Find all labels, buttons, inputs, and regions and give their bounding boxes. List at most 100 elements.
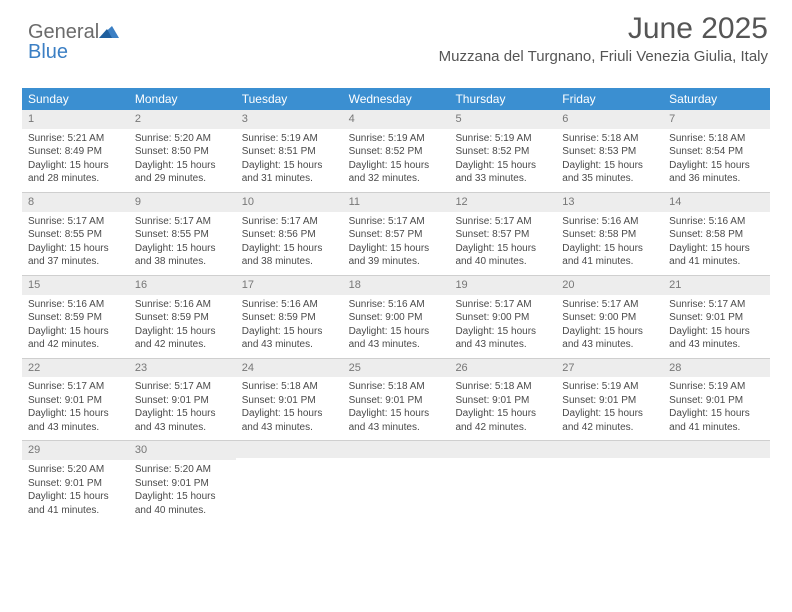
calendar-cell: 2Sunrise: 5:20 AMSunset: 8:50 PMDaylight… (129, 110, 236, 192)
calendar-cell: 9Sunrise: 5:17 AMSunset: 8:55 PMDaylight… (129, 192, 236, 275)
daylight-line2: and 43 minutes. (135, 421, 232, 435)
calendar-cell: 27Sunrise: 5:19 AMSunset: 9:01 PMDayligh… (556, 358, 663, 441)
daylight-line2: and 32 minutes. (349, 172, 446, 186)
daylight-line1: Daylight: 15 hours (349, 325, 446, 339)
daylight-line2: and 28 minutes. (28, 172, 125, 186)
cell-body: Sunrise: 5:18 AMSunset: 8:54 PMDaylight:… (663, 129, 770, 192)
daylight-line2: and 43 minutes. (349, 338, 446, 352)
sunrise-text: Sunrise: 5:17 AM (562, 298, 659, 312)
day-number: 6 (556, 110, 663, 129)
sunset-text: Sunset: 8:56 PM (242, 228, 339, 242)
daylight-line1: Daylight: 15 hours (242, 242, 339, 256)
sunset-text: Sunset: 8:51 PM (242, 145, 339, 159)
daylight-line2: and 38 minutes. (242, 255, 339, 269)
daylight-line2: and 43 minutes. (455, 338, 552, 352)
calendar-cell: 18Sunrise: 5:16 AMSunset: 9:00 PMDayligh… (343, 275, 450, 358)
sunset-text: Sunset: 8:55 PM (28, 228, 125, 242)
cell-body: Sunrise: 5:16 AMSunset: 8:59 PMDaylight:… (22, 295, 129, 358)
daylight-line1: Daylight: 15 hours (455, 407, 552, 421)
calendar-cell: 13Sunrise: 5:16 AMSunset: 8:58 PMDayligh… (556, 192, 663, 275)
calendar-week: 15Sunrise: 5:16 AMSunset: 8:59 PMDayligh… (22, 275, 770, 358)
calendar-cell: 10Sunrise: 5:17 AMSunset: 8:56 PMDayligh… (236, 192, 343, 275)
cell-body: Sunrise: 5:16 AMSunset: 8:58 PMDaylight:… (663, 212, 770, 275)
cell-body: Sunrise: 5:17 AMSunset: 8:57 PMDaylight:… (343, 212, 450, 275)
day-number: 18 (343, 276, 450, 295)
calendar-cell: 19Sunrise: 5:17 AMSunset: 9:00 PMDayligh… (449, 275, 556, 358)
cell-body (449, 458, 556, 516)
calendar-cell (343, 440, 450, 523)
sunrise-text: Sunrise: 5:19 AM (242, 132, 339, 146)
sunset-text: Sunset: 8:55 PM (135, 228, 232, 242)
calendar-cell (556, 440, 663, 523)
cell-body (343, 458, 450, 516)
day-number: 16 (129, 276, 236, 295)
daylight-line1: Daylight: 15 hours (669, 159, 766, 173)
daylight-line2: and 41 minutes. (562, 255, 659, 269)
weekday-wednesday: Wednesday (343, 88, 450, 110)
sunset-text: Sunset: 9:01 PM (28, 477, 125, 491)
sunset-text: Sunset: 9:01 PM (135, 477, 232, 491)
weeks-container: 1Sunrise: 5:21 AMSunset: 8:49 PMDaylight… (22, 110, 770, 523)
weekday-thursday: Thursday (449, 88, 556, 110)
sunset-text: Sunset: 8:52 PM (349, 145, 446, 159)
sunset-text: Sunset: 8:59 PM (242, 311, 339, 325)
calendar-cell: 21Sunrise: 5:17 AMSunset: 9:01 PMDayligh… (663, 275, 770, 358)
daylight-line2: and 43 minutes. (349, 421, 446, 435)
daylight-line1: Daylight: 15 hours (135, 242, 232, 256)
cell-body: Sunrise: 5:18 AMSunset: 9:01 PMDaylight:… (449, 377, 556, 440)
daylight-line2: and 41 minutes. (28, 504, 125, 518)
calendar-cell: 7Sunrise: 5:18 AMSunset: 8:54 PMDaylight… (663, 110, 770, 192)
sunset-text: Sunset: 9:00 PM (455, 311, 552, 325)
sunset-text: Sunset: 9:01 PM (669, 311, 766, 325)
weekday-saturday: Saturday (663, 88, 770, 110)
sunset-text: Sunset: 9:01 PM (242, 394, 339, 408)
sunrise-text: Sunrise: 5:16 AM (349, 298, 446, 312)
cell-body: Sunrise: 5:17 AMSunset: 8:55 PMDaylight:… (129, 212, 236, 275)
calendar-cell: 4Sunrise: 5:19 AMSunset: 8:52 PMDaylight… (343, 110, 450, 192)
daylight-line1: Daylight: 15 hours (242, 159, 339, 173)
sunrise-text: Sunrise: 5:17 AM (349, 215, 446, 229)
daylight-line1: Daylight: 15 hours (349, 407, 446, 421)
sunrise-text: Sunrise: 5:19 AM (455, 132, 552, 146)
daylight-line2: and 43 minutes. (28, 421, 125, 435)
calendar-week: 29Sunrise: 5:20 AMSunset: 9:01 PMDayligh… (22, 440, 770, 523)
cell-body: Sunrise: 5:20 AMSunset: 8:50 PMDaylight:… (129, 129, 236, 192)
daylight-line2: and 40 minutes. (455, 255, 552, 269)
sunrise-text: Sunrise: 5:18 AM (349, 380, 446, 394)
calendar-cell: 5Sunrise: 5:19 AMSunset: 8:52 PMDaylight… (449, 110, 556, 192)
daylight-line1: Daylight: 15 hours (455, 242, 552, 256)
daylight-line2: and 41 minutes. (669, 255, 766, 269)
daylight-line1: Daylight: 15 hours (135, 490, 232, 504)
sunset-text: Sunset: 8:58 PM (562, 228, 659, 242)
sunrise-text: Sunrise: 5:19 AM (349, 132, 446, 146)
calendar-cell: 23Sunrise: 5:17 AMSunset: 9:01 PMDayligh… (129, 358, 236, 441)
sunset-text: Sunset: 8:50 PM (135, 145, 232, 159)
sunrise-text: Sunrise: 5:17 AM (455, 298, 552, 312)
day-number (343, 441, 450, 458)
day-number: 7 (663, 110, 770, 129)
calendar-cell: 24Sunrise: 5:18 AMSunset: 9:01 PMDayligh… (236, 358, 343, 441)
sunrise-text: Sunrise: 5:18 AM (669, 132, 766, 146)
calendar-cell: 28Sunrise: 5:19 AMSunset: 9:01 PMDayligh… (663, 358, 770, 441)
calendar-cell: 11Sunrise: 5:17 AMSunset: 8:57 PMDayligh… (343, 192, 450, 275)
sunrise-text: Sunrise: 5:20 AM (28, 463, 125, 477)
daylight-line2: and 42 minutes. (28, 338, 125, 352)
daylight-line2: and 39 minutes. (349, 255, 446, 269)
cell-body: Sunrise: 5:19 AMSunset: 9:01 PMDaylight:… (663, 377, 770, 440)
logo-triangle-icon (99, 22, 119, 42)
sunset-text: Sunset: 8:57 PM (349, 228, 446, 242)
daylight-line1: Daylight: 15 hours (28, 490, 125, 504)
sunrise-text: Sunrise: 5:19 AM (562, 380, 659, 394)
daylight-line1: Daylight: 15 hours (349, 242, 446, 256)
sunset-text: Sunset: 8:59 PM (28, 311, 125, 325)
cell-body: Sunrise: 5:16 AMSunset: 8:59 PMDaylight:… (236, 295, 343, 358)
sunrise-text: Sunrise: 5:18 AM (562, 132, 659, 146)
weekday-header: Sunday Monday Tuesday Wednesday Thursday… (22, 88, 770, 110)
sunrise-text: Sunrise: 5:17 AM (28, 380, 125, 394)
daylight-line2: and 37 minutes. (28, 255, 125, 269)
sunset-text: Sunset: 8:53 PM (562, 145, 659, 159)
daylight-line2: and 40 minutes. (135, 504, 232, 518)
daylight-line1: Daylight: 15 hours (135, 407, 232, 421)
sunset-text: Sunset: 9:00 PM (562, 311, 659, 325)
logo-word2: Blue (28, 41, 68, 63)
